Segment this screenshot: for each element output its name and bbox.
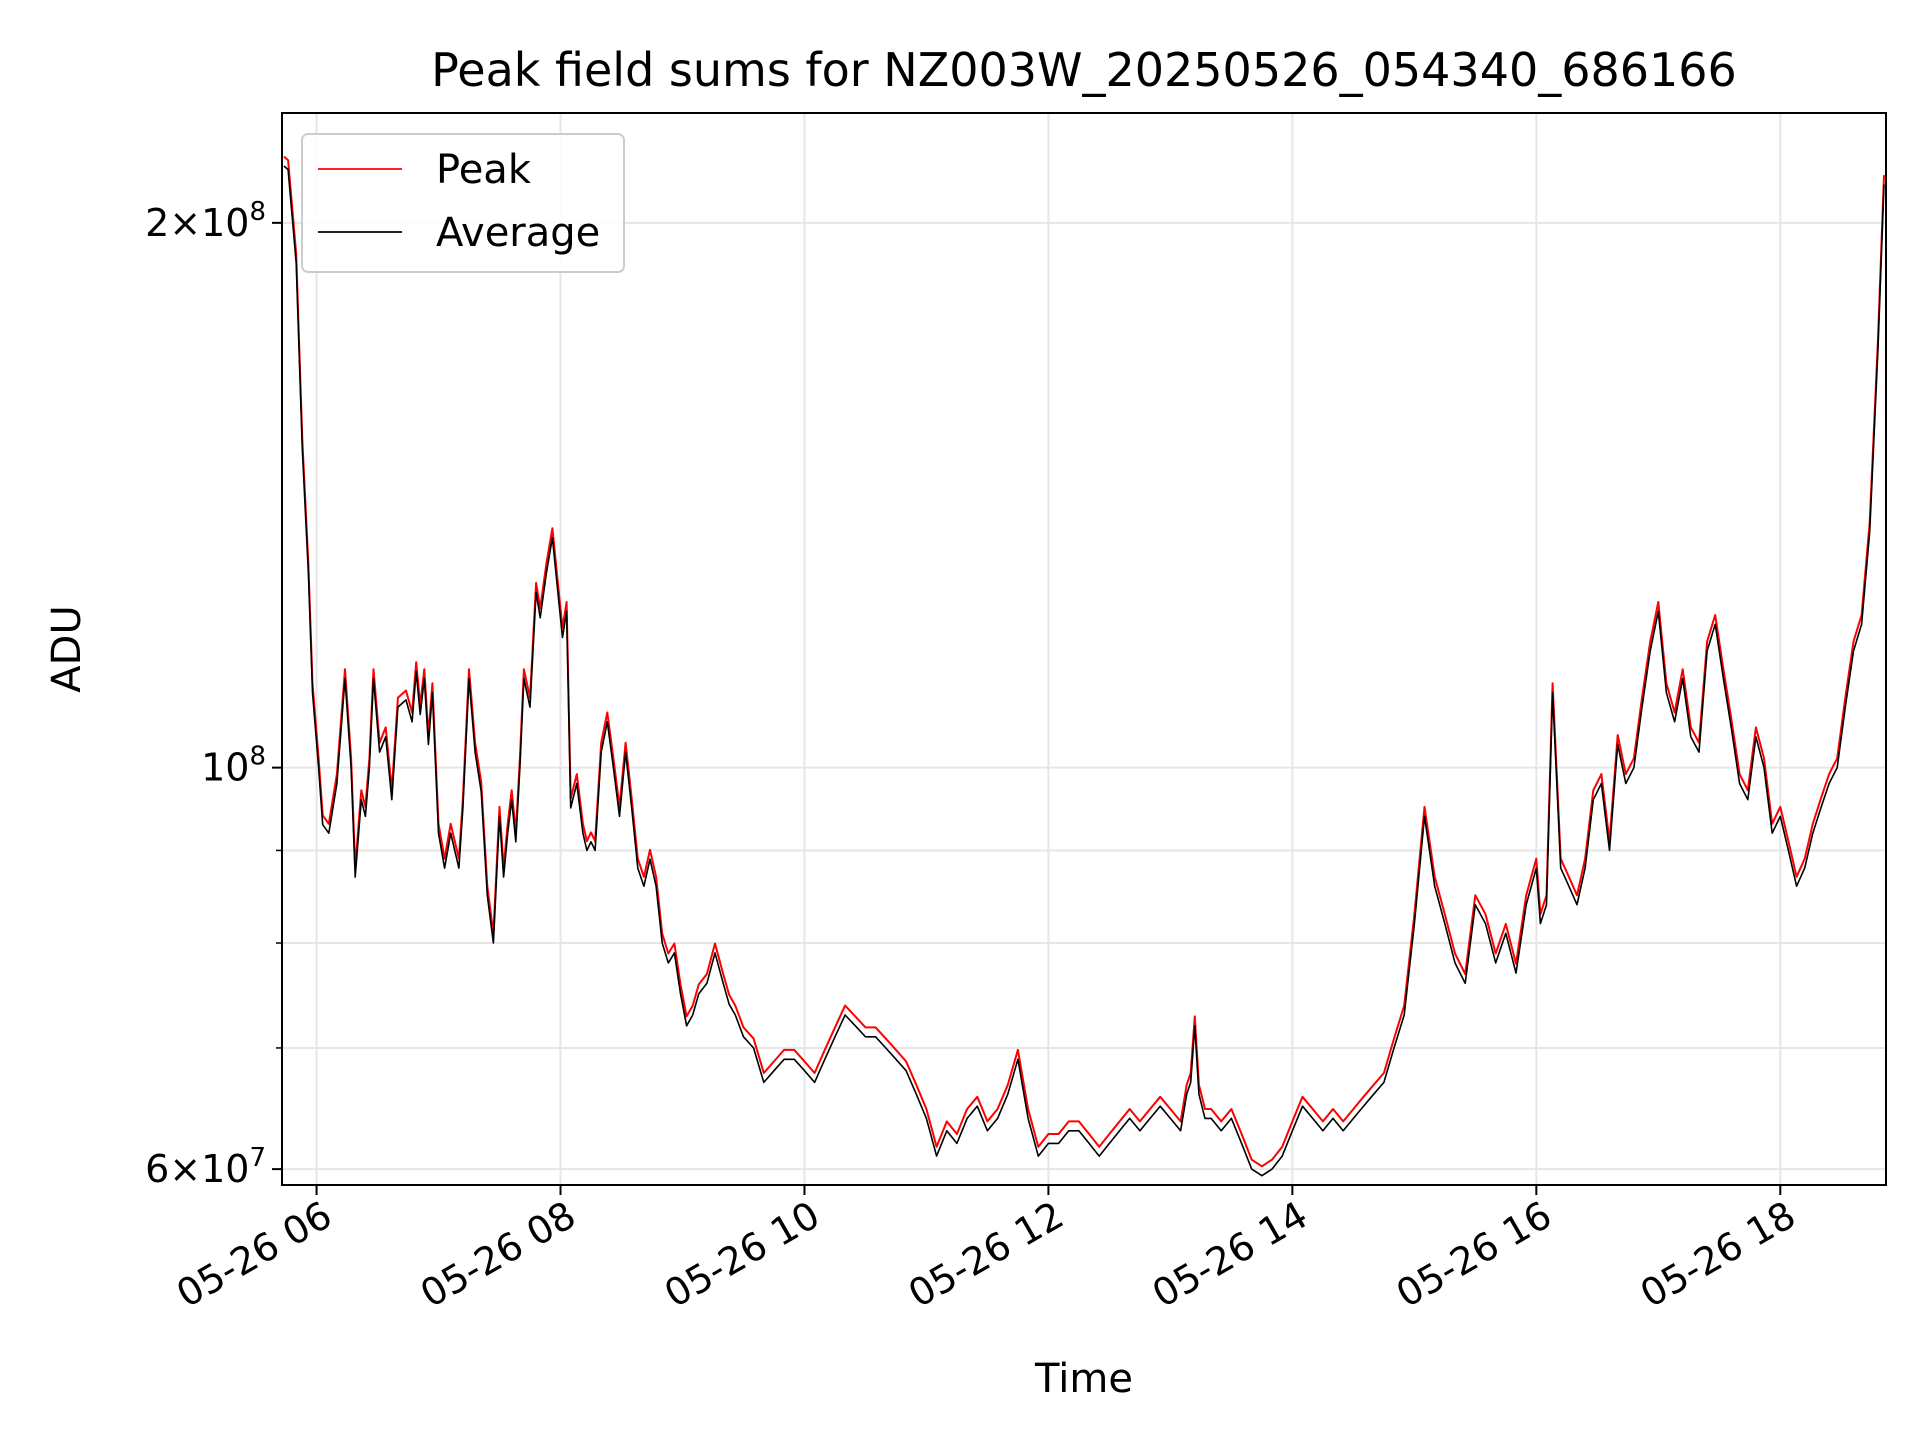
y-axis-title: ADU xyxy=(44,605,90,692)
x-axis-title: Time xyxy=(1034,1356,1133,1402)
grid xyxy=(282,113,1886,1185)
plot-lines xyxy=(283,155,1885,1177)
legend: Peak Average xyxy=(301,133,625,273)
legend-label-peak: Peak xyxy=(436,147,532,193)
y-tick-label: 108 xyxy=(201,742,266,790)
y-tick-label: 6×107 xyxy=(145,1143,266,1191)
series-line-average xyxy=(283,165,1885,1177)
chart-title: Peak field sums for NZ003W_20250526_0543… xyxy=(431,43,1737,97)
y-axis: 6×107 108 2×108 xyxy=(145,197,282,1191)
y-tick-label: 2×108 xyxy=(145,197,266,245)
legend-label-average: Average xyxy=(436,210,600,256)
plot-frame xyxy=(281,112,1887,1186)
